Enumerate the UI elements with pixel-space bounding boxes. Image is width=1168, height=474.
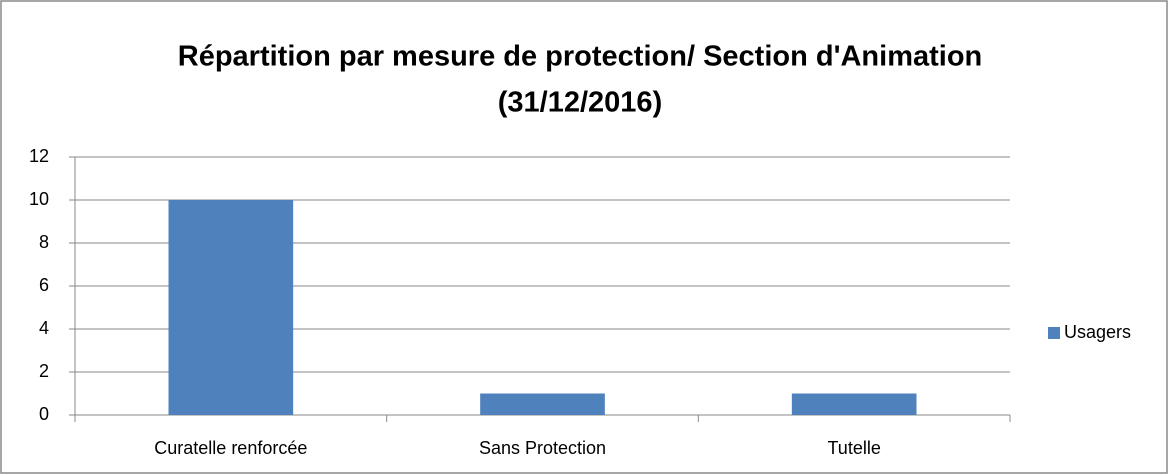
legend-swatch [1048, 327, 1060, 339]
y-tick-label: 8 [39, 232, 49, 252]
bar [791, 393, 917, 415]
x-tick-label: Sans Protection [479, 438, 606, 458]
y-tick-label: 2 [39, 361, 49, 381]
chart-title: (31/12/2016) [498, 87, 662, 119]
legend-label: Usagers [1064, 322, 1131, 342]
y-tick-label: 12 [29, 146, 49, 166]
y-tick-label: 0 [39, 404, 49, 424]
y-tick-label: 10 [29, 189, 49, 209]
bar [480, 393, 605, 415]
y-tick-label: 4 [39, 318, 49, 338]
x-tick-label: Curatelle renforcée [154, 438, 307, 458]
bar [168, 200, 294, 415]
x-tick-label: Tutelle [827, 438, 880, 458]
chart-title: Répartition par mesure de protection/ Se… [178, 41, 983, 73]
y-tick-label: 6 [39, 275, 49, 295]
